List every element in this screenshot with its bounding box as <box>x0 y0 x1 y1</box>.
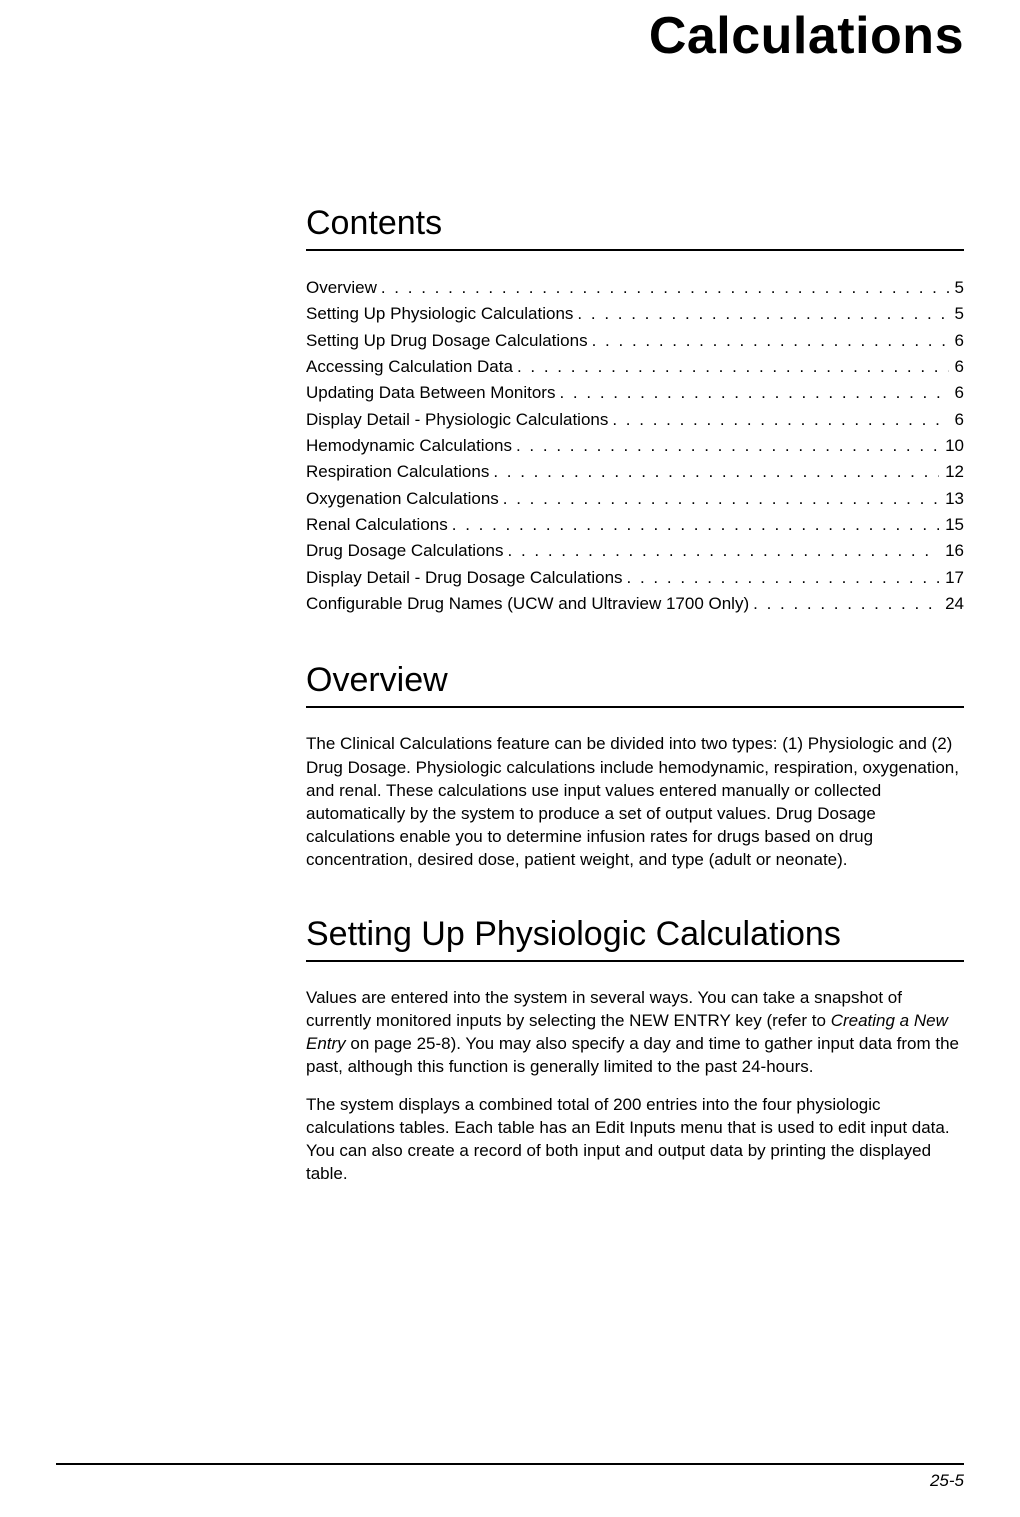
toc-line: Updating Data Between Monitors 6 <box>306 380 964 406</box>
toc-page-number: 5 <box>953 301 964 327</box>
overview-paragraph: The Clinical Calculations feature can be… <box>306 732 964 871</box>
page: Calculations Contents Overview5Setting U… <box>0 0 1020 1517</box>
toc-line: Drug Dosage Calculations 16 <box>306 538 964 564</box>
setup-physio-paragraph-1: Values are entered into the system in se… <box>306 986 964 1078</box>
toc-page-number: 5 <box>953 275 964 301</box>
footer-rule <box>56 1463 964 1465</box>
toc-leader-dots <box>508 538 940 564</box>
toc-line: Setting Up Drug Dosage Calculations 6 <box>306 328 964 354</box>
toc-page-number: 16 <box>943 538 964 564</box>
toc-page-number: 15 <box>943 512 964 538</box>
toc-label: Drug Dosage Calculations <box>306 538 504 564</box>
toc-line: Renal Calculations 15 <box>306 512 964 538</box>
toc-line: Configurable Drug Names (UCW and Ultravi… <box>306 591 964 617</box>
toc-label: Accessing Calculation Data <box>306 354 513 380</box>
toc-leader-dots <box>381 275 949 301</box>
overview-heading: Overview <box>306 661 964 700</box>
toc-label: Updating Data Between Monitors <box>306 380 555 406</box>
setup-physio-heading: Setting Up Physiologic Calculations <box>306 915 964 954</box>
overview-rule <box>306 706 964 708</box>
toc-line: Oxygenation Calculations 13 <box>306 486 964 512</box>
toc-leader-dots <box>612 407 948 433</box>
toc-page-number: 13 <box>943 486 964 512</box>
toc-leader-dots <box>452 512 939 538</box>
toc-leader-dots <box>517 354 949 380</box>
toc-leader-dots <box>753 591 939 617</box>
toc-line: Respiration Calculations 12 <box>306 459 964 485</box>
toc-label: Hemodynamic Calculations <box>306 433 512 459</box>
setup-physio-p1-b: on page 25-8). You may also specify a da… <box>306 1034 959 1076</box>
toc-leader-dots <box>592 328 949 354</box>
toc-leader-dots <box>627 565 940 591</box>
toc-page-number: 17 <box>943 565 964 591</box>
contents-heading: Contents <box>306 204 964 243</box>
toc-page-number: 6 <box>953 328 964 354</box>
table-of-contents: Overview5Setting Up Physiologic Calculat… <box>306 275 964 617</box>
toc-label: Setting Up Physiologic Calculations <box>306 301 573 327</box>
toc-label: Overview <box>306 275 377 301</box>
toc-label: Renal Calculations <box>306 512 448 538</box>
setup-physio-paragraph-2: The system displays a combined total of … <box>306 1093 964 1185</box>
toc-leader-dots <box>493 459 939 485</box>
toc-label: Configurable Drug Names (UCW and Ultravi… <box>306 591 749 617</box>
toc-line: Display Detail - Drug Dosage Calculation… <box>306 565 964 591</box>
toc-label: Display Detail - Physiologic Calculation… <box>306 407 608 433</box>
chapter-title: Calculations <box>649 6 964 66</box>
contents-rule <box>306 249 964 251</box>
toc-line: Setting Up Physiologic Calculations 5 <box>306 301 964 327</box>
toc-page-number: 6 <box>953 380 964 406</box>
toc-leader-dots <box>516 433 939 459</box>
toc-leader-dots <box>503 486 939 512</box>
toc-label: Respiration Calculations <box>306 459 489 485</box>
toc-line: Overview 5 <box>306 275 964 301</box>
toc-page-number: 24 <box>943 591 964 617</box>
toc-label: Setting Up Drug Dosage Calculations <box>306 328 588 354</box>
toc-label: Display Detail - Drug Dosage Calculation… <box>306 565 623 591</box>
toc-leader-dots <box>559 380 948 406</box>
toc-leader-dots <box>577 301 948 327</box>
toc-line: Accessing Calculation Data 6 <box>306 354 964 380</box>
setup-physio-p1-a: Values are entered into the system in se… <box>306 988 902 1030</box>
toc-page-number: 6 <box>953 407 964 433</box>
page-body: Contents Overview5Setting Up Physiologic… <box>306 160 964 1199</box>
footer-page-number: 25-5 <box>930 1471 964 1491</box>
toc-page-number: 6 <box>953 354 964 380</box>
toc-label: Oxygenation Calculations <box>306 486 499 512</box>
toc-page-number: 10 <box>943 433 964 459</box>
setup-physio-rule <box>306 960 964 962</box>
toc-line: Hemodynamic Calculations 10 <box>306 433 964 459</box>
toc-page-number: 12 <box>943 459 964 485</box>
toc-line: Display Detail - Physiologic Calculation… <box>306 407 964 433</box>
